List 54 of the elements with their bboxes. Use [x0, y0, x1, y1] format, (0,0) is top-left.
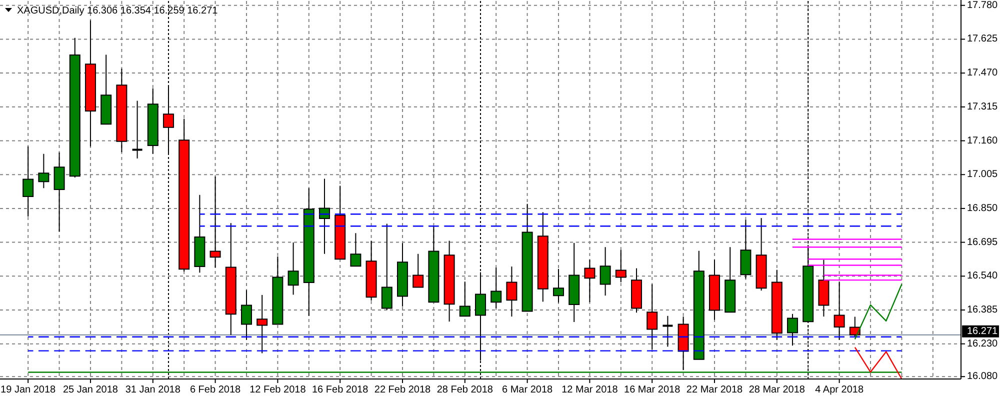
line-series	[854, 346, 902, 380]
chart-title: XAGUSD,Daily 16.306 16.354 16.259 16.271	[17, 5, 218, 16]
candlestick	[459, 281, 470, 317]
ref-line-label: 16.271	[967, 326, 998, 337]
x-tick-label: 16 Mar 2018	[624, 384, 681, 396]
y-tick-label: 17.160	[967, 135, 998, 146]
y-tick-label: 17.315	[967, 101, 998, 112]
candlestick	[54, 152, 65, 232]
x-tick-label: 4 Apr 2018	[815, 384, 864, 396]
candlestick	[600, 246, 611, 296]
candlestick	[584, 259, 596, 303]
x-tick-label: 31 Jan 2018	[125, 384, 181, 396]
candlestick	[131, 100, 144, 159]
candlestick	[412, 253, 424, 288]
x-tick-label: 19 Jan 2018	[0, 384, 56, 396]
candlestick	[490, 267, 502, 309]
candlestick	[849, 316, 860, 338]
x-tick-label: 16 Feb 2018	[312, 384, 369, 396]
x-tick-label: 6 Mar 2018	[502, 384, 554, 396]
y-tick-label: 16.080	[967, 371, 998, 382]
candlestick	[38, 153, 50, 189]
candlestick	[646, 284, 658, 350]
candlestick	[22, 146, 34, 218]
y-tick-label: 17.625	[967, 34, 998, 45]
y-tick-label: 16.695	[967, 236, 998, 248]
candlestick	[240, 290, 252, 340]
x-tick-label: 12 Feb 2018	[250, 384, 306, 396]
candlestick	[350, 232, 362, 267]
line-series	[854, 284, 902, 340]
candlestick	[615, 249, 626, 283]
y-tick-label: 16.230	[967, 338, 998, 350]
candlestick	[381, 223, 392, 310]
y-tick-label: 16.850	[967, 202, 998, 214]
candlestick	[662, 315, 674, 348]
candlestick	[553, 268, 564, 304]
y-tick-label: 16.540	[967, 270, 998, 282]
candlestick	[210, 176, 221, 268]
x-tick-label: 6 Feb 2018	[190, 384, 242, 396]
candlestick	[834, 281, 845, 340]
candlestick	[256, 294, 268, 354]
y-tick-label: 16.385	[967, 304, 998, 316]
candlestick	[318, 178, 330, 254]
candlestick	[288, 242, 299, 296]
candlestick	[787, 313, 798, 346]
x-tick-label: 28 Mar 2018	[748, 384, 806, 396]
candlestick	[506, 266, 518, 318]
x-tick-label: 12 Mar 2018	[562, 384, 618, 396]
x-tick-label: 25 Jan 2018	[62, 384, 118, 396]
x-tick-label: 22 Mar 2018	[686, 384, 744, 396]
y-tick-label: 17.470	[967, 68, 998, 79]
y-tick-label: 17.780	[967, 0, 998, 11]
y-tick-label: 17.005	[967, 169, 998, 180]
x-tick-label: 28 Feb 2018	[436, 384, 494, 396]
x-tick-label: 22 Feb 2018	[374, 384, 432, 396]
